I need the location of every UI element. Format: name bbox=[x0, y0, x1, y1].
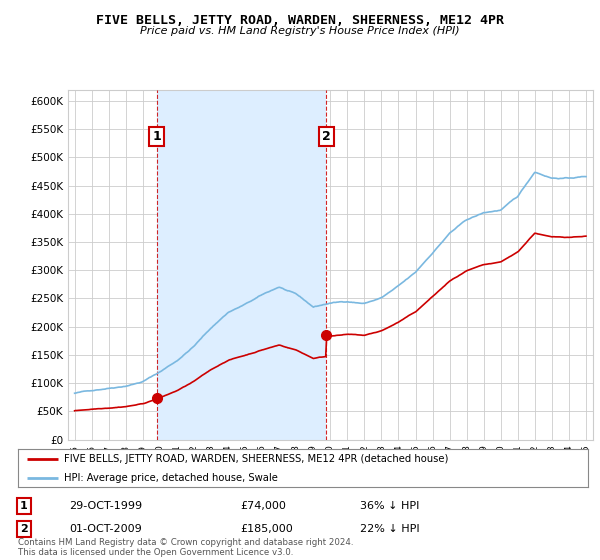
Text: 22% ↓ HPI: 22% ↓ HPI bbox=[360, 524, 419, 534]
Text: 1: 1 bbox=[152, 130, 161, 143]
Text: FIVE BELLS, JETTY ROAD, WARDEN, SHEERNESS, ME12 4PR (detached house): FIVE BELLS, JETTY ROAD, WARDEN, SHEERNES… bbox=[64, 454, 448, 464]
Text: Price paid vs. HM Land Registry's House Price Index (HPI): Price paid vs. HM Land Registry's House … bbox=[140, 26, 460, 36]
Text: 2: 2 bbox=[20, 524, 28, 534]
Text: 2: 2 bbox=[322, 130, 331, 143]
Text: 1: 1 bbox=[20, 501, 28, 511]
Text: £185,000: £185,000 bbox=[240, 524, 293, 534]
Text: HPI: Average price, detached house, Swale: HPI: Average price, detached house, Swal… bbox=[64, 473, 277, 483]
Bar bbox=[157, 90, 326, 440]
Text: 29-OCT-1999: 29-OCT-1999 bbox=[69, 501, 142, 511]
Text: £74,000: £74,000 bbox=[240, 501, 286, 511]
Text: FIVE BELLS, JETTY ROAD, WARDEN, SHEERNESS, ME12 4PR: FIVE BELLS, JETTY ROAD, WARDEN, SHEERNES… bbox=[96, 14, 504, 27]
Text: 01-OCT-2009: 01-OCT-2009 bbox=[69, 524, 142, 534]
Text: 36% ↓ HPI: 36% ↓ HPI bbox=[360, 501, 419, 511]
Text: Contains HM Land Registry data © Crown copyright and database right 2024.
This d: Contains HM Land Registry data © Crown c… bbox=[18, 538, 353, 557]
